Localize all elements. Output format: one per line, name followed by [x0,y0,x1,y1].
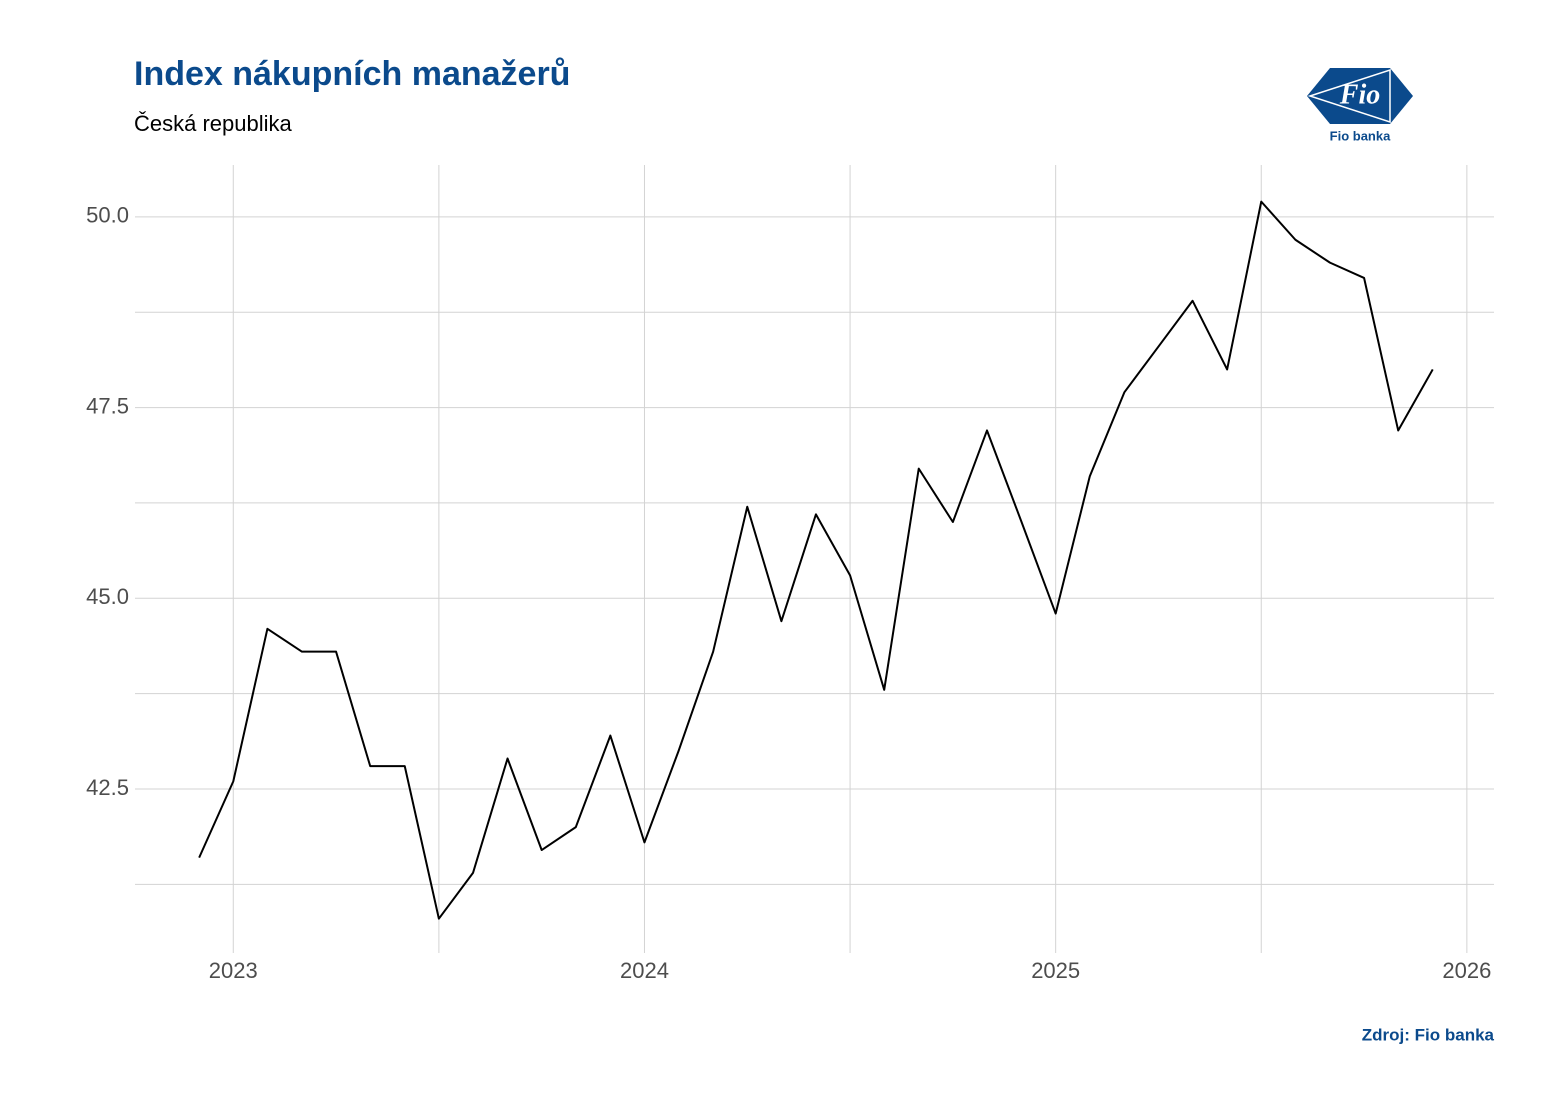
chart-subtitle: Česká republika [134,111,293,136]
logo: Fio Fio banka [1307,68,1413,143]
logo-mark: Fio [1339,79,1380,110]
x-tick-label: 2026 [1442,958,1491,983]
chart-title: Index nákupních manažerů [134,55,570,93]
x-tick-label: 2025 [1031,958,1080,983]
logo-outline [1307,68,1391,124]
plot [198,200,1434,920]
y-tick-label: 50.0 [86,203,129,228]
source: Zdroj: Fio banka [1362,1025,1495,1044]
x-tick-label: 2023 [209,958,258,983]
logo-shape [1307,68,1413,124]
y-tick-label: 45.0 [86,584,129,609]
x-tick-label: 2024 [620,958,669,983]
line [198,200,1434,920]
logo-name: Fio banka [1330,128,1391,143]
grid: 42.5 45.0 47.5 50.0 2023 2024 2025 2026 [86,165,1494,983]
y-tick-label: 42.5 [86,775,129,800]
y-tick-label: 47.5 [86,393,129,418]
